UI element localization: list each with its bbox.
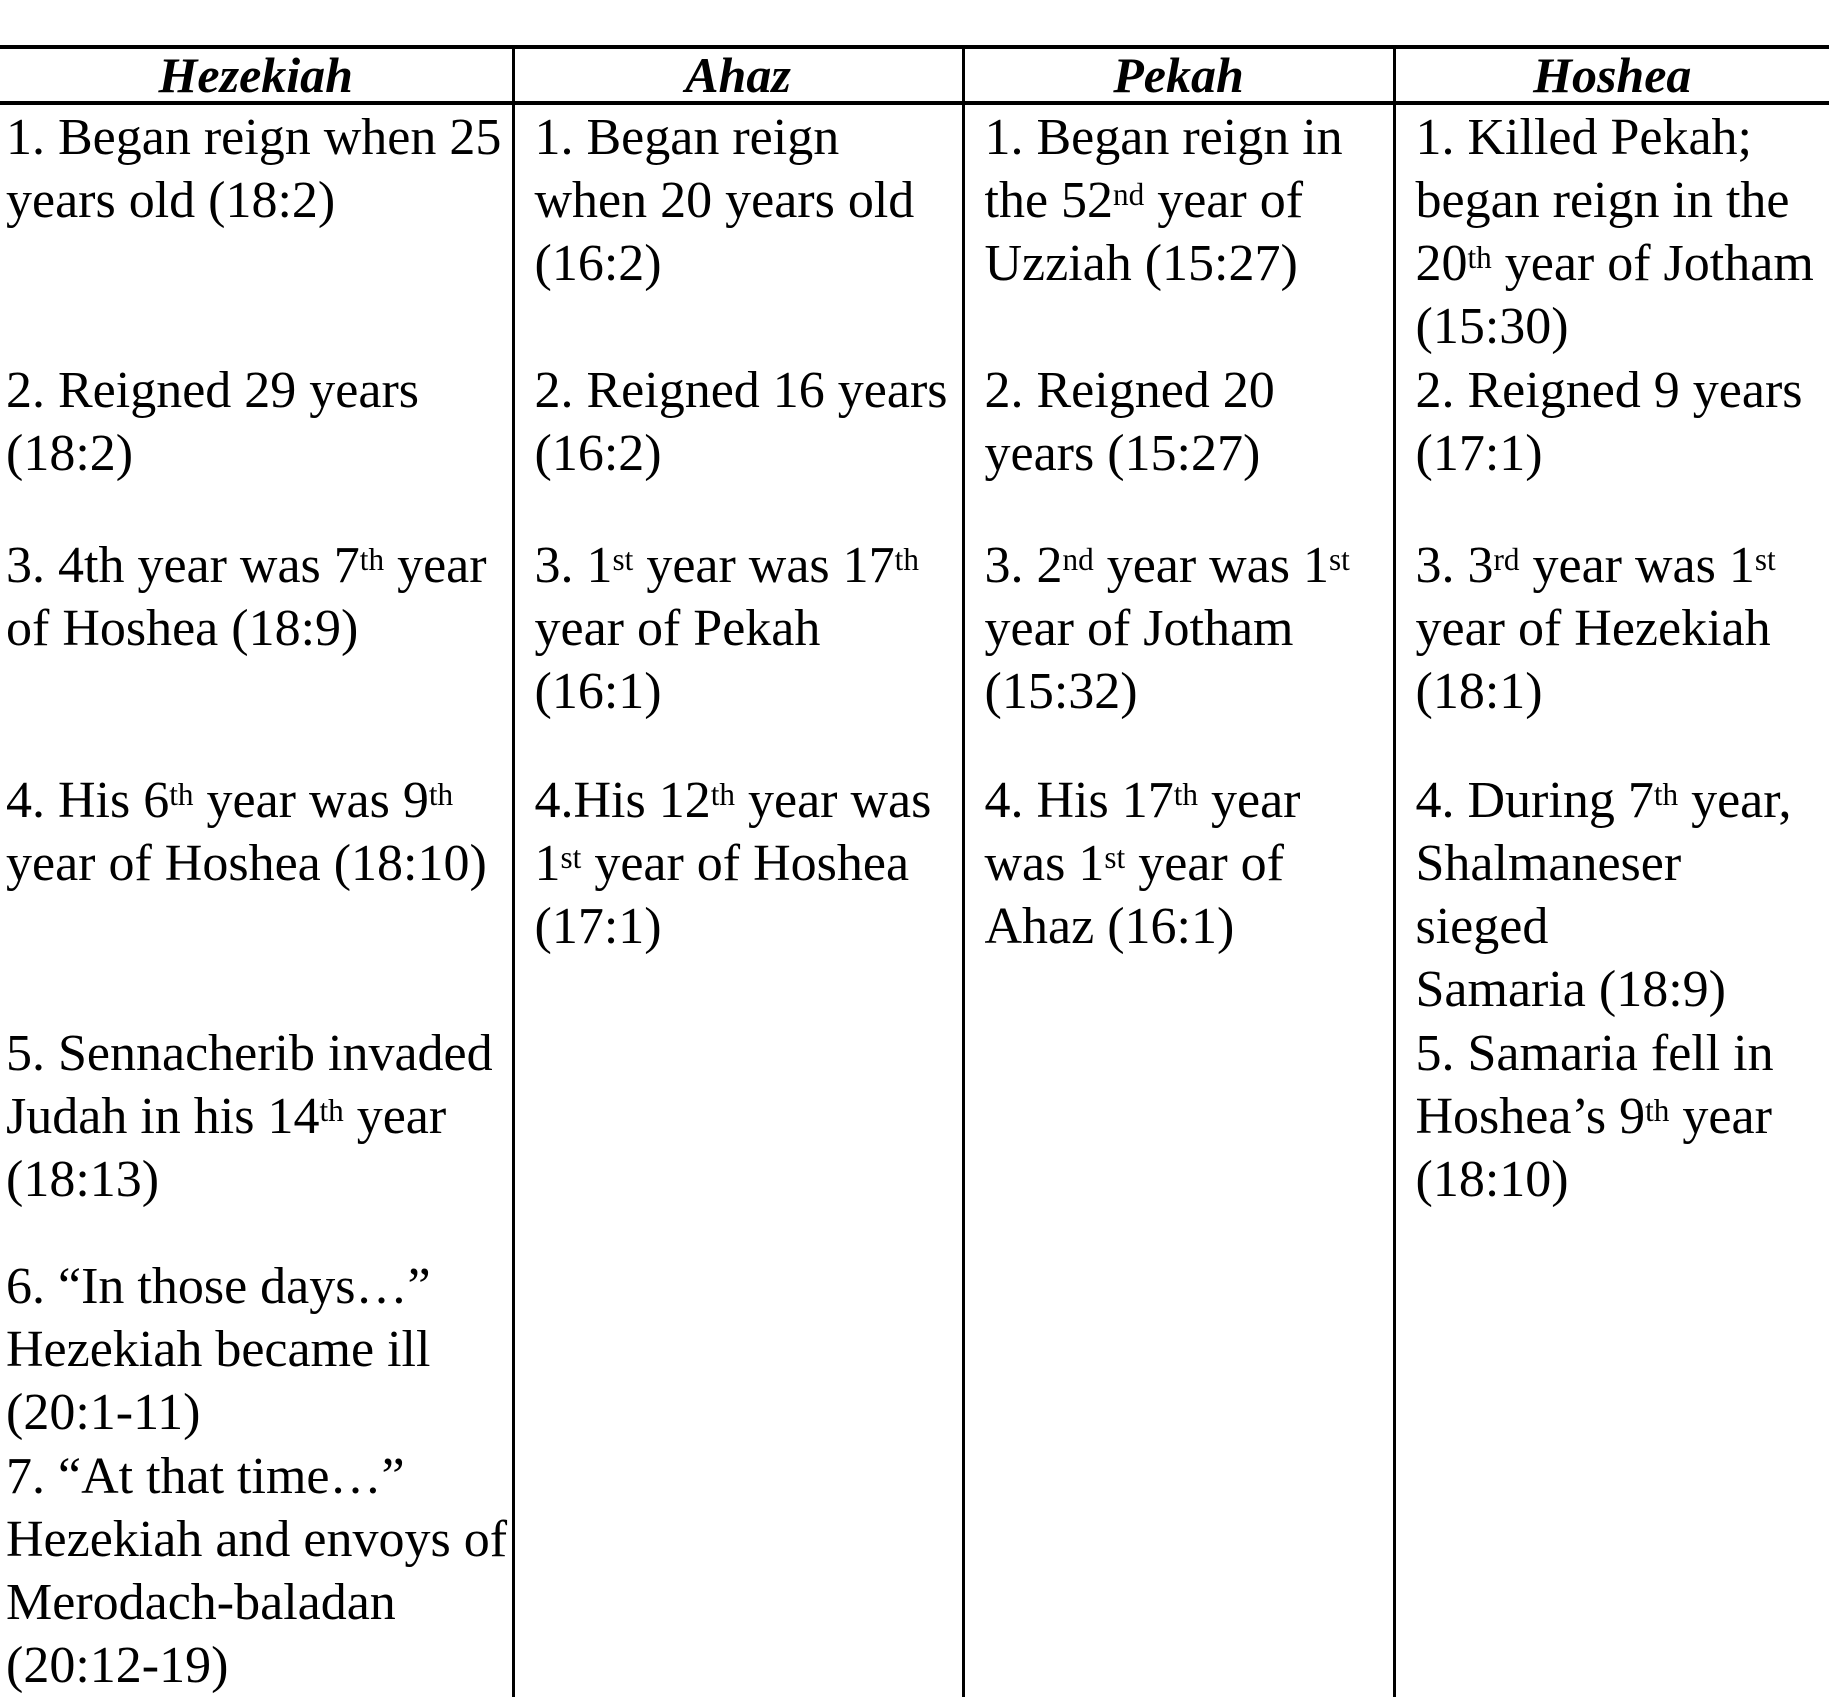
superscript-ordinal: st: [560, 840, 582, 876]
superscript-ordinal: th: [428, 777, 454, 813]
cell-pekah-item-6: [961, 1254, 1394, 1444]
superscript-ordinal: th: [710, 777, 736, 813]
superscript-ordinal: th: [319, 1093, 344, 1129]
cell-hoshea-item-7: [1392, 1444, 1829, 1697]
superscript-ordinal: th: [359, 542, 385, 578]
cell-pekah-item-3: 3. 2nd year was 1st year of Jotham (15:32): [961, 533, 1394, 768]
cell-hoshea-item-6: [1392, 1254, 1829, 1444]
superscript-ordinal: th: [1467, 240, 1492, 276]
superscript-ordinal: st: [1754, 542, 1776, 578]
table-row: 4. His 6th year was 9th year of Hoshea (1…: [0, 768, 1829, 1021]
table-header-row: Hezekiah Ahaz Pekah Hoshea: [0, 45, 1829, 105]
cell-hezekiah-item-6: 6. “In those days…” Hezekiah became ill (2…: [6, 1258, 431, 1441]
table-body: 1. Began reign when 25 years old (18:2) 1.…: [0, 103, 1829, 1697]
column-header-pekah: Pekah: [961, 45, 1394, 105]
table-row: 1. Began reign when 25 years old (18:2) 1.…: [0, 103, 1829, 358]
cell-pekah-item-4: 4. His 17th year was 1st year of Ahaz (16:…: [961, 768, 1394, 1021]
column-header-hezekiah: Hezekiah: [0, 45, 513, 105]
cell-hezekiah-item-1: 1. Began reign when 25 years old (18:2): [6, 109, 502, 229]
cell-hezekiah-item-3: 3. 4th year was 7th year of Hoshea (18:9): [6, 537, 487, 657]
table-row: 3. 4th year was 7th year of Hoshea (18:9)…: [0, 533, 1829, 768]
cell-hoshea-item-4: 4. During 7th year, Shalmaneser sieged Sam…: [1392, 768, 1829, 1021]
cell-ahaz-item-1: 1. Began reign when 20 years old (16:2): [511, 103, 963, 358]
cell-hoshea-item-1: 1. Killed Pekah; began reign in the 20th y…: [1392, 103, 1829, 358]
column-header-ahaz: Ahaz: [511, 45, 963, 105]
superscript-ordinal: st: [612, 542, 634, 578]
superscript-ordinal: st: [1104, 840, 1126, 876]
table-row: 6. “In those days…” Hezekiah became ill (2…: [0, 1254, 1829, 1444]
cell-ahaz-item-3: 3. 1st year was 17th year of Pekah (16:1): [511, 533, 963, 768]
superscript-ordinal: st: [1329, 542, 1350, 578]
cell-hezekiah-item-7: 7. “At that time…” Hezekiah and envoys of…: [6, 1448, 508, 1694]
cell-ahaz-item-4: 4.His 12th year was 1st year of Hoshea (17…: [511, 768, 963, 1021]
table-row: 5. Sennacherib invaded Judah in his 14th …: [0, 1021, 1829, 1254]
cell-pekah-item-7: [961, 1444, 1394, 1697]
cell-hezekiah-item-5: 5. Sennacherib invaded Judah in his 14th …: [6, 1025, 493, 1208]
superscript-ordinal: nd: [1113, 177, 1145, 213]
cell-hoshea-item-3: 3. 3rd year was 1st year of Hezekiah (18:1…: [1392, 533, 1829, 768]
cell-hoshea-item-5: 5. Samaria fell in Hoshea’s 9th year (18:1…: [1392, 1021, 1829, 1254]
cell-pekah-item-1: 1. Began reign in the 52nd year of Uzziah …: [961, 103, 1394, 358]
document-page: Hezekiah Ahaz Pekah Hoshea 1. Began reig…: [0, 45, 1829, 1697]
cell-hezekiah-item-4: 4. His 6th year was 9th year of Hoshea (1…: [6, 772, 487, 892]
cell-ahaz-item-2: 2. Reigned 16 years (16:2): [511, 358, 963, 533]
superscript-ordinal: th: [1173, 777, 1199, 813]
kings-comparison-table: Hezekiah Ahaz Pekah Hoshea 1. Began reig…: [0, 45, 1829, 1697]
cell-ahaz-item-6: [511, 1254, 963, 1444]
cell-pekah-item-5: [961, 1021, 1394, 1254]
cell-hoshea-item-2: 2. Reigned 9 years (17:1): [1392, 358, 1829, 533]
column-header-hoshea: Hoshea: [1392, 45, 1829, 105]
superscript-ordinal: th: [169, 777, 194, 813]
superscript-ordinal: th: [1653, 777, 1679, 813]
table-row: 2. Reigned 29 years (18:2) 2. Reigned 16 y…: [0, 358, 1829, 533]
table-row: 7. “At that time…” Hezekiah and envoys of…: [0, 1444, 1829, 1697]
superscript-ordinal: th: [894, 542, 919, 578]
superscript-ordinal: th: [1645, 1093, 1670, 1129]
cell-pekah-item-2: 2. Reigned 20 years (15:27): [961, 358, 1394, 533]
table-header: Hezekiah Ahaz Pekah Hoshea: [0, 45, 1829, 105]
superscript-ordinal: nd: [1062, 542, 1094, 578]
cell-ahaz-item-7: [511, 1444, 963, 1697]
cell-ahaz-item-5: [511, 1021, 963, 1254]
superscript-ordinal: rd: [1493, 542, 1520, 578]
cell-hezekiah-item-2: 2. Reigned 29 years (18:2): [6, 362, 420, 482]
